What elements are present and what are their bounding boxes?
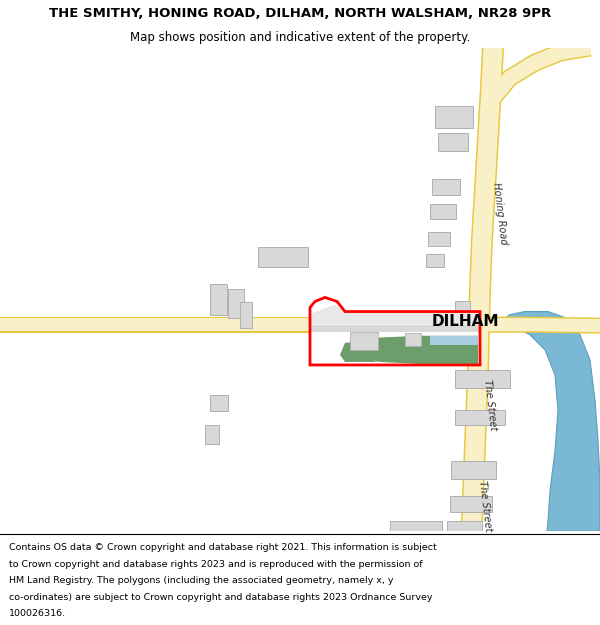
Text: Contains OS data © Crown copyright and database right 2021. This information is : Contains OS data © Crown copyright and d… (9, 543, 437, 552)
Text: co-ordinates) are subject to Crown copyright and database rights 2023 Ordnance S: co-ordinates) are subject to Crown copyr… (9, 592, 433, 602)
Bar (455, 318, 467, 330)
Bar (426, 254, 444, 268)
Polygon shape (479, 317, 600, 334)
Text: Honing Road: Honing Road (491, 182, 509, 246)
Polygon shape (461, 324, 488, 532)
Bar (258, 247, 308, 268)
Bar (455, 370, 510, 388)
Polygon shape (365, 336, 478, 364)
Bar (450, 496, 492, 512)
Polygon shape (311, 304, 480, 324)
Polygon shape (0, 318, 479, 331)
Bar (405, 332, 421, 346)
Bar (455, 301, 470, 316)
Bar (428, 232, 450, 246)
Bar (228, 289, 244, 318)
Polygon shape (470, 47, 502, 325)
Bar (350, 332, 378, 350)
Polygon shape (430, 336, 478, 345)
Text: HM Land Registry. The polygons (including the associated geometry, namely x, y: HM Land Registry. The polygons (includin… (9, 576, 394, 585)
Polygon shape (500, 311, 600, 531)
Bar (447, 521, 482, 535)
Bar (455, 410, 505, 426)
Polygon shape (460, 324, 490, 532)
Polygon shape (479, 318, 600, 332)
Text: The Street: The Street (482, 379, 498, 431)
Bar (438, 133, 468, 151)
Bar (451, 461, 496, 479)
Polygon shape (487, 40, 591, 102)
Text: The Street: The Street (477, 480, 493, 532)
Polygon shape (0, 317, 479, 332)
Bar (435, 106, 473, 128)
Bar (210, 284, 227, 314)
Polygon shape (340, 341, 378, 362)
Bar (432, 179, 460, 194)
Bar (430, 204, 456, 219)
Bar (205, 426, 219, 444)
Polygon shape (310, 298, 480, 365)
Bar (210, 395, 228, 411)
Polygon shape (468, 47, 504, 325)
Polygon shape (486, 39, 592, 104)
Bar (240, 302, 252, 328)
Text: Map shows position and indicative extent of the property.: Map shows position and indicative extent… (130, 31, 470, 44)
Text: 100026316.: 100026316. (9, 609, 66, 618)
Text: DILHAM: DILHAM (432, 314, 499, 329)
Text: THE SMITHY, HONING ROAD, DILHAM, NORTH WALSHAM, NR28 9PR: THE SMITHY, HONING ROAD, DILHAM, NORTH W… (49, 7, 551, 20)
Bar (390, 521, 442, 539)
Polygon shape (311, 324, 480, 332)
Text: to Crown copyright and database rights 2023 and is reproduced with the permissio: to Crown copyright and database rights 2… (9, 560, 422, 569)
